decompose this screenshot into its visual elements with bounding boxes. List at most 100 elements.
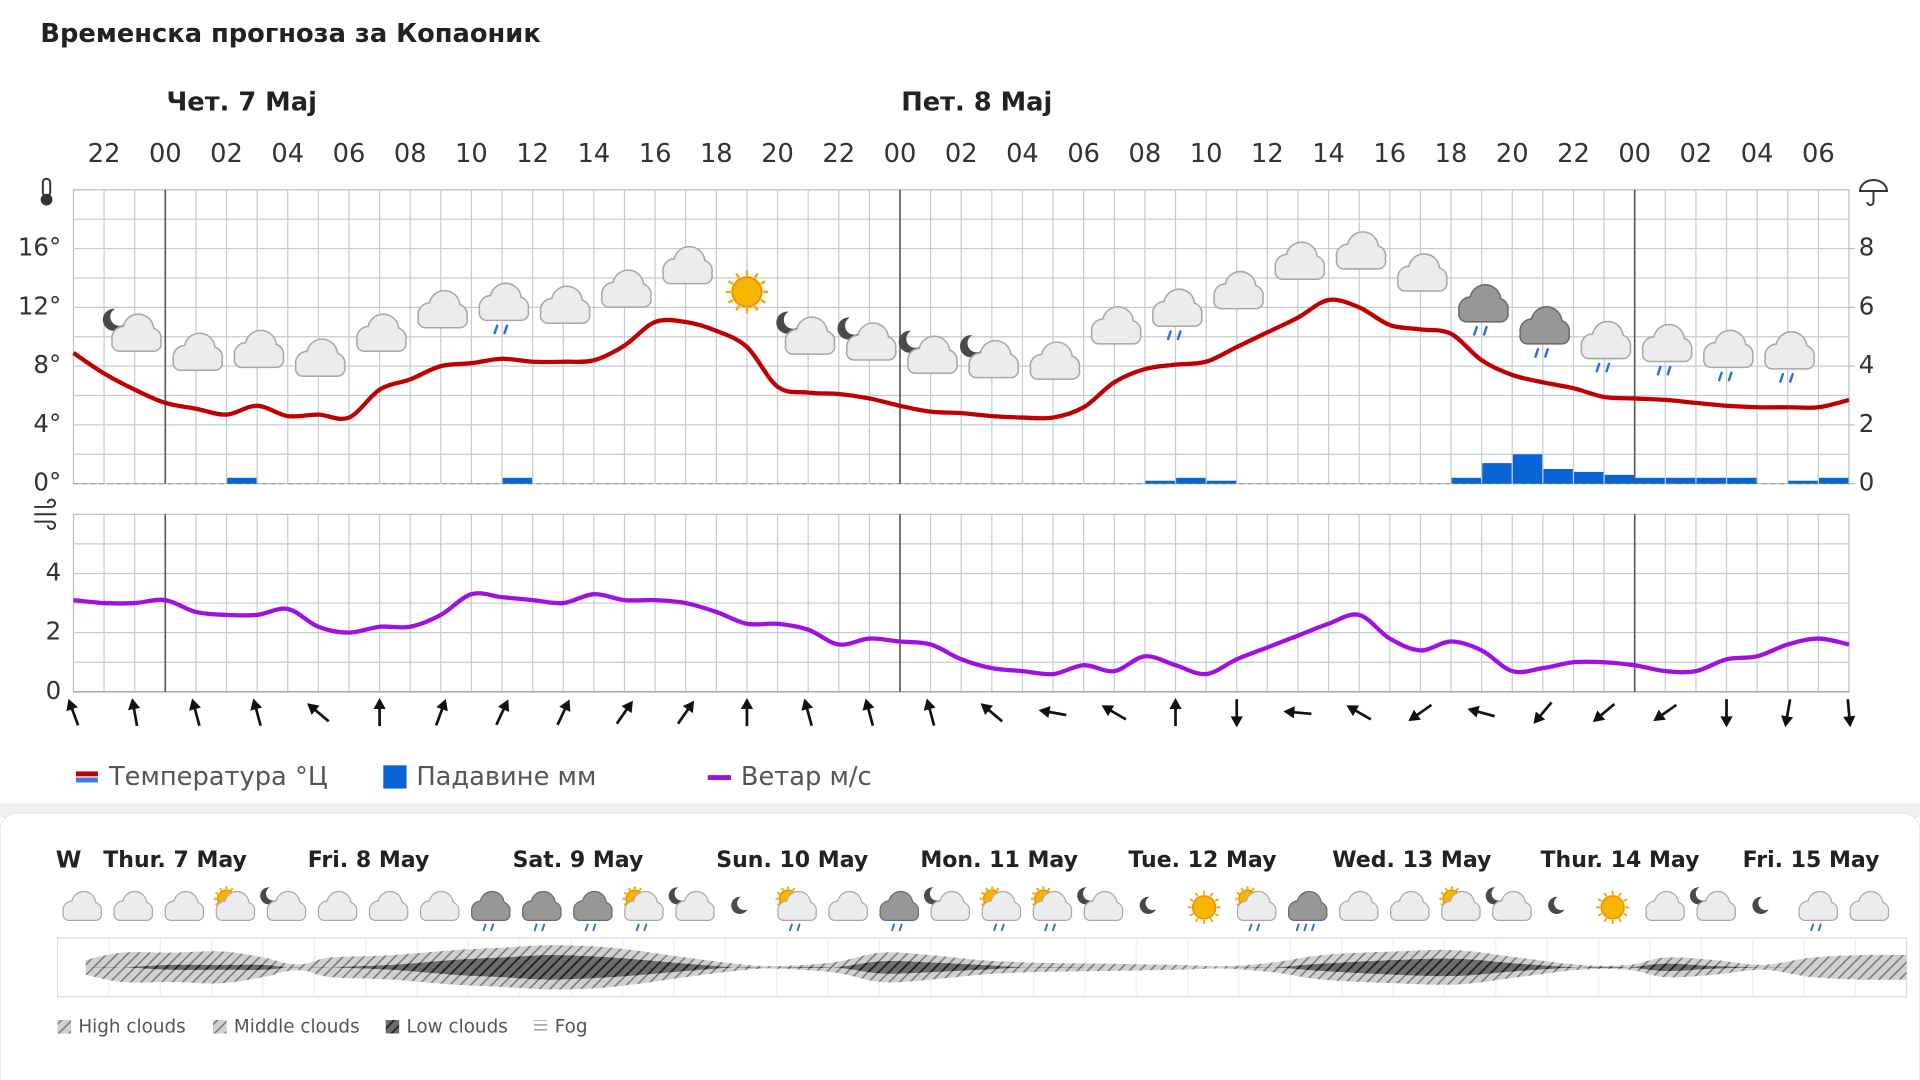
moon <box>260 887 277 905</box>
cloud-part <box>1340 909 1378 920</box>
cloud-part <box>829 909 867 920</box>
arrow-head <box>1038 705 1051 719</box>
cloud-part <box>63 909 101 920</box>
weather-icon <box>828 890 868 921</box>
precip-bar <box>1696 477 1726 484</box>
weather-icon <box>102 308 162 352</box>
y-tick-label: 0° <box>33 468 61 497</box>
x-tick-label: 12 <box>516 139 549 169</box>
wind-arrow <box>1346 705 1372 721</box>
sun-ray <box>1455 887 1459 892</box>
sun-ray <box>623 891 628 895</box>
cloud-part <box>1582 344 1630 358</box>
weather-icon <box>1029 341 1081 380</box>
weather-icon <box>164 890 205 921</box>
sun-ray <box>1236 891 1240 895</box>
weather-icon <box>1030 886 1073 932</box>
wind-arrow <box>1101 705 1127 721</box>
sun-ray <box>1195 892 1199 897</box>
icon-part <box>34 520 57 530</box>
weather-icon <box>1764 331 1815 383</box>
week-day-label: Wed. 13 May <box>1332 848 1491 873</box>
icon-part <box>1866 191 1875 207</box>
weather-icon <box>172 332 224 372</box>
rain-drop <box>1248 923 1253 932</box>
wind-arrow <box>250 698 263 727</box>
moon <box>1689 887 1707 905</box>
precip-bar <box>1176 477 1206 484</box>
cloud-part <box>165 909 203 920</box>
sun-ray <box>1047 887 1051 892</box>
arrow-head <box>1467 705 1480 718</box>
wind-arrow <box>1533 701 1553 724</box>
precip-bar <box>1145 480 1175 484</box>
wind-arrow <box>1467 705 1495 718</box>
week-day-label: Sun. 10 May <box>716 848 868 873</box>
moon <box>1485 887 1502 905</box>
wind-arrow <box>1653 703 1678 722</box>
arrow-head <box>1653 709 1666 722</box>
rain-drop <box>1303 923 1308 932</box>
weather-icon <box>1151 288 1203 341</box>
week-legend-label: High clouds <box>78 1016 185 1037</box>
arrow-head <box>1230 716 1243 728</box>
week-day-label: Thur. 7 May <box>103 848 247 873</box>
y-tick-label: 8° <box>33 350 61 379</box>
precip-bar <box>1574 471 1604 484</box>
cloud-part <box>480 306 528 320</box>
legend-swatch <box>707 775 732 780</box>
sun-ray <box>776 891 781 895</box>
x-tick-label: 00 <box>1618 139 1651 169</box>
day-label: Чет. 7 Мај <box>167 87 317 117</box>
x-tick-label: 04 <box>271 139 304 169</box>
moon <box>837 317 859 340</box>
cloud-part <box>523 909 561 920</box>
wind-arrow <box>556 699 571 726</box>
sun-ray <box>727 298 734 304</box>
cloud-part <box>1033 909 1072 920</box>
x-tick-label: 10 <box>1190 139 1223 169</box>
moon <box>776 311 798 334</box>
arrow-head <box>1592 710 1606 723</box>
arrow-head <box>740 697 754 709</box>
weather-icon <box>1235 886 1277 932</box>
weather-icon <box>979 886 1022 932</box>
weather-icon <box>62 890 103 921</box>
arrow-head <box>1283 706 1295 719</box>
sun-ray <box>985 887 989 892</box>
sun <box>1191 895 1217 920</box>
wind-arrow <box>923 698 936 727</box>
sun-ray <box>1240 887 1244 892</box>
sun-ray <box>627 887 631 892</box>
sun-ray <box>215 902 219 906</box>
cloud-part <box>786 339 834 354</box>
x-tick-label: 22 <box>88 139 121 169</box>
arrow-head <box>436 698 448 712</box>
precip-bar <box>1665 477 1696 484</box>
sun-ray <box>1032 891 1036 895</box>
day-label: Пет. 8 Мај <box>901 87 1052 117</box>
cloud-part <box>1289 909 1327 920</box>
cloud-part <box>1799 909 1837 920</box>
cloud-part <box>880 909 918 920</box>
moon <box>1077 887 1094 905</box>
moon <box>898 330 920 353</box>
weather-icon <box>622 886 664 932</box>
x-tick-label: 22 <box>822 139 855 169</box>
wind-arrow <box>1781 699 1794 728</box>
week-label: W <box>56 846 82 873</box>
moon <box>731 896 748 914</box>
week-day-label: Mon. 11 May <box>920 848 1078 873</box>
sun-ray <box>735 272 740 279</box>
weather-icon <box>1335 231 1387 270</box>
cloud-part <box>1697 909 1735 920</box>
weather-icon <box>1213 270 1264 310</box>
legend-label: Температура °Ц <box>108 762 328 792</box>
y2-tick-label: 8 <box>1859 233 1875 262</box>
weather-icon <box>1798 890 1839 932</box>
weather-icon <box>1090 306 1142 345</box>
precip-bar <box>1727 477 1757 484</box>
y2-tick-label: 6 <box>1859 291 1875 320</box>
weather-icon <box>213 886 256 921</box>
rain-drop <box>1000 923 1005 932</box>
